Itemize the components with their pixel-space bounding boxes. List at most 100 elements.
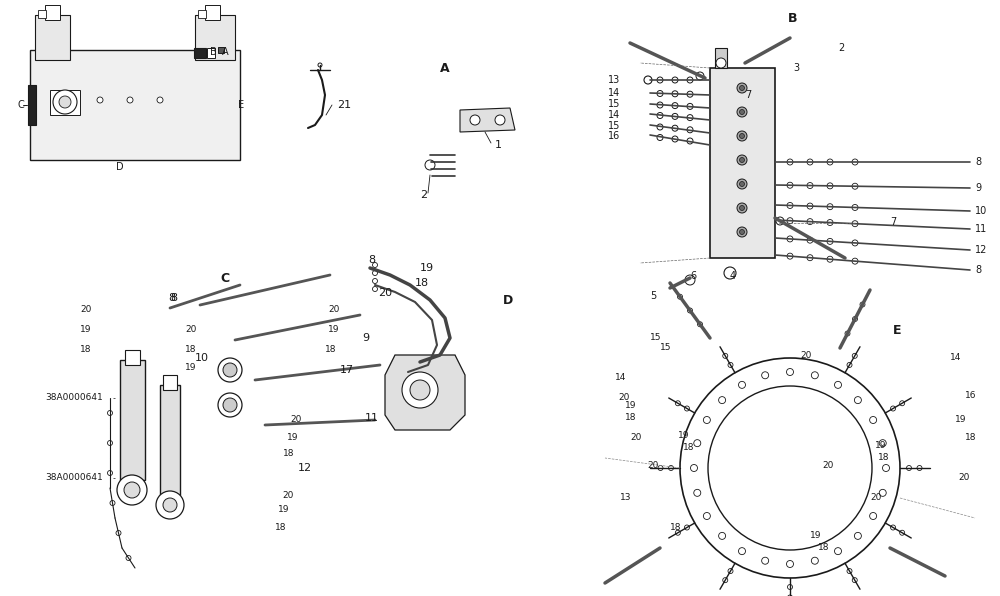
Text: B: B <box>788 11 798 24</box>
Bar <box>28 85 36 125</box>
Text: 20: 20 <box>282 491 293 499</box>
Circle shape <box>852 240 858 246</box>
Text: 2: 2 <box>838 43 844 53</box>
Text: 1: 1 <box>495 140 502 150</box>
Polygon shape <box>460 108 515 132</box>
Text: E: E <box>893 324 902 337</box>
Circle shape <box>737 179 747 189</box>
Circle shape <box>644 76 652 84</box>
Text: 18: 18 <box>965 433 976 442</box>
Text: 14: 14 <box>615 374 626 383</box>
Circle shape <box>852 353 857 358</box>
Polygon shape <box>385 355 465 430</box>
Circle shape <box>847 362 852 368</box>
Text: 18: 18 <box>683 443 694 452</box>
Circle shape <box>218 358 242 382</box>
Circle shape <box>738 381 746 389</box>
Circle shape <box>737 107 747 117</box>
Circle shape <box>672 136 678 142</box>
Text: 20: 20 <box>958 473 969 483</box>
Circle shape <box>678 294 682 299</box>
Text: 20: 20 <box>378 288 392 298</box>
Circle shape <box>870 513 877 520</box>
Circle shape <box>495 115 505 125</box>
Circle shape <box>852 221 858 226</box>
Bar <box>120 360 145 480</box>
Circle shape <box>788 595 792 596</box>
Circle shape <box>740 85 744 91</box>
Text: 18: 18 <box>283 449 294 458</box>
Circle shape <box>694 440 701 446</box>
Circle shape <box>737 227 747 237</box>
Circle shape <box>788 585 792 589</box>
Circle shape <box>372 278 378 284</box>
Circle shape <box>807 219 813 225</box>
Text: 20: 20 <box>618 393 629 402</box>
Circle shape <box>163 498 177 512</box>
Circle shape <box>218 393 242 417</box>
Circle shape <box>672 103 678 108</box>
Circle shape <box>776 217 784 225</box>
Text: 18: 18 <box>818 544 830 552</box>
Circle shape <box>672 113 678 119</box>
Circle shape <box>708 386 872 550</box>
Circle shape <box>157 97 163 103</box>
Circle shape <box>318 63 322 67</box>
Text: 19: 19 <box>80 325 92 334</box>
Text: 5: 5 <box>650 291 656 301</box>
Circle shape <box>127 97 133 103</box>
Circle shape <box>402 372 438 408</box>
Text: 14: 14 <box>608 110 620 120</box>
Circle shape <box>687 77 693 83</box>
Bar <box>38 10 46 18</box>
Text: 20: 20 <box>185 325 196 334</box>
Circle shape <box>827 183 833 189</box>
Text: 20: 20 <box>290 415 301 424</box>
Circle shape <box>740 206 744 210</box>
Circle shape <box>740 110 744 114</box>
Circle shape <box>684 525 689 530</box>
Circle shape <box>117 475 147 505</box>
Circle shape <box>53 90 77 114</box>
Text: 18: 18 <box>625 414 637 423</box>
Text: 14: 14 <box>950 353 961 362</box>
Circle shape <box>657 135 663 141</box>
Text: 15: 15 <box>660 343 672 352</box>
Circle shape <box>657 102 663 108</box>
Circle shape <box>687 91 693 97</box>
Circle shape <box>906 465 912 470</box>
Circle shape <box>807 159 813 165</box>
Circle shape <box>698 322 702 327</box>
Circle shape <box>687 138 693 144</box>
Circle shape <box>687 127 693 133</box>
Text: 9: 9 <box>362 333 369 343</box>
Circle shape <box>852 258 858 264</box>
Text: 4: 4 <box>730 271 736 281</box>
Circle shape <box>223 398 237 412</box>
Bar <box>163 375 177 390</box>
Circle shape <box>737 83 747 93</box>
Circle shape <box>724 267 736 279</box>
Circle shape <box>891 406 896 411</box>
Text: B: B <box>210 47 217 57</box>
Bar <box>50 90 80 115</box>
Circle shape <box>737 155 747 165</box>
Circle shape <box>762 557 769 564</box>
Circle shape <box>703 513 710 520</box>
Circle shape <box>738 548 746 555</box>
Text: 15: 15 <box>650 334 662 343</box>
Text: C: C <box>220 272 229 284</box>
Text: 8: 8 <box>975 157 981 167</box>
Circle shape <box>827 238 833 244</box>
Bar <box>710 68 775 258</box>
Text: D: D <box>503 293 513 306</box>
Bar <box>198 10 206 18</box>
Text: 16: 16 <box>965 390 976 399</box>
Circle shape <box>124 482 140 498</box>
Text: 16: 16 <box>608 131 620 141</box>
Circle shape <box>108 411 112 415</box>
Text: 19: 19 <box>955 415 966 424</box>
Bar <box>205 5 220 20</box>
Text: 15: 15 <box>608 121 620 131</box>
Circle shape <box>672 125 678 131</box>
